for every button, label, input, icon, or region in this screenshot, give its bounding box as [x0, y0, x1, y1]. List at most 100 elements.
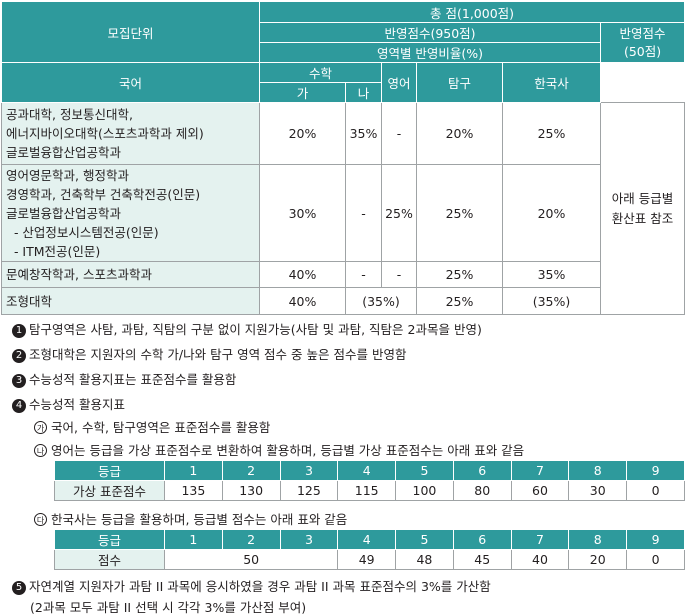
header-reflect-950: 반영점수(950점) — [259, 22, 601, 43]
sub-marker: 가 — [34, 421, 47, 434]
note-5-continued: (2과목 모두 과탐 II 선택 시 각각 3%를 가산점 부여) — [30, 600, 307, 615]
note-text: 국어, 수학, 탐구영역은 표준점수를 활용함 — [51, 420, 271, 435]
cell-inquiry: 35% — [502, 261, 601, 288]
grade-label: 등급 — [54, 529, 165, 550]
cell-math-na: - — [381, 102, 417, 165]
grade-3: 3 — [279, 529, 339, 550]
sub-marker: 나 — [34, 444, 47, 457]
cell-korean: 30% — [259, 164, 346, 262]
score-4: 49 — [337, 549, 397, 570]
cell-english: 25% — [416, 261, 503, 288]
cell-math-na: 25% — [381, 164, 417, 262]
grade-9: 9 — [626, 529, 685, 550]
score-ratio-table: 모집단위 총 점(1,000점) 반영점수(950점) 반영점수 (50점) 영… — [1, 1, 685, 315]
grade-6: 6 — [452, 529, 512, 550]
note-2: 2 조형대학은 지원자의 수학 가/나와 탐구 영역 점수 중 높은 점수를 반영… — [12, 344, 406, 363]
header-math: 수학 — [259, 62, 382, 83]
score-2: 130 — [221, 480, 281, 501]
grade-8: 8 — [568, 529, 628, 550]
note-3: 3 수능성적 활용지표는 표준점수를 활용함 — [12, 369, 236, 388]
header-korean: 국어 — [1, 62, 260, 103]
cell-english: 25% — [416, 164, 503, 262]
note-4: 4 수능성적 활용지표 — [12, 394, 125, 413]
sub-note-3: 다 한국사는 등급을 활용하며, 등급별 점수는 아래 표와 같음 — [34, 509, 347, 528]
note-text: 탐구영역은 사탐, 과탐, 직탐의 구분 없이 지원가능(사탐 및 과탐, 직탐… — [29, 322, 482, 337]
score-5: 48 — [395, 549, 454, 570]
score-label: 가상 표준점수 — [54, 480, 165, 501]
row-unit: 문예창작학과, 스포츠과학과 — [1, 261, 260, 288]
cell-math-ga: - — [345, 261, 382, 288]
header-unit: 모집단위 — [1, 1, 260, 63]
note-1: 1 탐구영역은 사탐, 과탐, 직탐의 구분 없이 지원가능(사탐 및 과탐, 직… — [12, 319, 482, 338]
score-3: 125 — [279, 480, 339, 501]
cell-english: 20% — [416, 102, 503, 165]
table-row: 영어영문학과, 행정학과 경영학과, 건축학부 건축학전공(인문) 글로벌융합산… — [1, 164, 685, 262]
note-marker: 1 — [12, 324, 26, 338]
score-label: 점수 — [54, 549, 165, 570]
note-text: 수능성적 활용지표 — [29, 397, 125, 412]
header-inquiry: 탐구 — [416, 62, 503, 103]
note-marker: 4 — [12, 399, 26, 413]
header-english: 영어 — [381, 62, 417, 103]
grade-7: 7 — [510, 529, 570, 550]
score-8: 30 — [568, 480, 628, 501]
score-9: 0 — [626, 480, 685, 501]
table-row: 문예창작학과, 스포츠과학과 40% - - 25% 35% — [1, 261, 685, 288]
cell-math-ga: 35% — [345, 102, 382, 165]
note-text: 한국사는 등급을 활용하며, 등급별 점수는 아래 표와 같음 — [51, 512, 348, 527]
grade-1: 1 — [164, 460, 223, 481]
score-1: 135 — [164, 480, 223, 501]
note-marker: 3 — [12, 374, 26, 388]
header-history: 한국사 — [502, 62, 601, 103]
header-math-na: 나 — [345, 82, 382, 103]
note-marker: 5 — [12, 581, 26, 595]
grade-5: 5 — [395, 460, 454, 481]
note-text: 수능성적 활용지표는 표준점수를 활용함 — [29, 372, 237, 387]
cell-inquiry: (35%) — [502, 287, 601, 315]
row-unit: 조형대학 — [1, 287, 260, 315]
table-row: 공과대학, 정보통신대학, 에너지바이오대학(스포츠과학과 제외) 글로벌융합산… — [1, 102, 685, 315]
score-6: 80 — [452, 480, 512, 501]
grade-4: 4 — [337, 529, 397, 550]
cell-inquiry: 25% — [502, 102, 601, 165]
score-8: 20 — [568, 549, 628, 570]
grade-3: 3 — [279, 460, 339, 481]
row-unit: 공과대학, 정보통신대학, 에너지바이오대학(스포츠과학과 제외) 글로벌융합산… — [1, 102, 260, 165]
note-text: 영어는 등급을 가상 표준점수로 변환하여 활용하며, 등급별 가상 표준점수는… — [51, 443, 525, 458]
note-text: 자연계열 지원자가 과탐 II 과목에 응시하였을 경우 과탐 II 과목 표준… — [29, 579, 491, 594]
grade-4: 4 — [337, 460, 397, 481]
header-math-ga: 가 — [259, 82, 346, 103]
sub-marker: 다 — [34, 513, 47, 526]
grade-9: 9 — [626, 460, 685, 481]
header-ratio: 영역별 반영비율(%) — [259, 42, 601, 63]
cell-math: (35%) — [345, 287, 417, 315]
grade-5: 5 — [395, 529, 454, 550]
score-7: 40 — [510, 549, 570, 570]
score-4: 115 — [337, 480, 397, 501]
grade-1: 1 — [164, 529, 223, 550]
note-text: 조형대학은 지원자의 수학 가/나와 탐구 영역 점수 중 높은 점수를 반영함 — [29, 347, 407, 362]
history-grade-table: 등급 1 2 3 4 5 6 7 8 9 점수 50 49 48 45 40 2… — [54, 529, 685, 570]
row-unit: 영어영문학과, 행정학과 경영학과, 건축학부 건축학전공(인문) 글로벌융합산… — [1, 164, 260, 262]
score-1-3: 50 — [163, 549, 339, 570]
note-5: 5 자연계열 지원자가 과탐 II 과목에 응시하였을 경우 과탐 II 과목 표… — [12, 576, 491, 595]
header-reflect-50: 반영점수 (50점) — [599, 22, 685, 63]
cell-math-ga: - — [345, 164, 382, 262]
grade-7: 7 — [510, 460, 570, 481]
cell-english: 25% — [416, 287, 503, 315]
header-total: 총 점(1,000점) — [258, 1, 685, 23]
sub-note-1: 가 국어, 수학, 탐구영역은 표준점수를 활용함 — [34, 417, 270, 436]
score-5: 100 — [395, 480, 454, 501]
cell-inquiry: 20% — [502, 164, 601, 262]
english-grade-table: 등급 1 2 3 4 5 6 7 8 9 가상 표준점수 135 130 125… — [54, 460, 685, 501]
grade-2: 2 — [221, 460, 281, 481]
grade-2: 2 — [221, 529, 281, 550]
grade-8: 8 — [568, 460, 628, 481]
table-row: 조형대학 40% (35%) 25% (35%) — [1, 287, 685, 315]
cell-math-na: - — [381, 261, 417, 288]
score-7: 60 — [510, 480, 570, 501]
grade-label: 등급 — [54, 460, 165, 481]
cell-korean: 20% — [259, 102, 346, 165]
cell-korean: 40% — [259, 287, 346, 315]
score-6: 45 — [452, 549, 512, 570]
